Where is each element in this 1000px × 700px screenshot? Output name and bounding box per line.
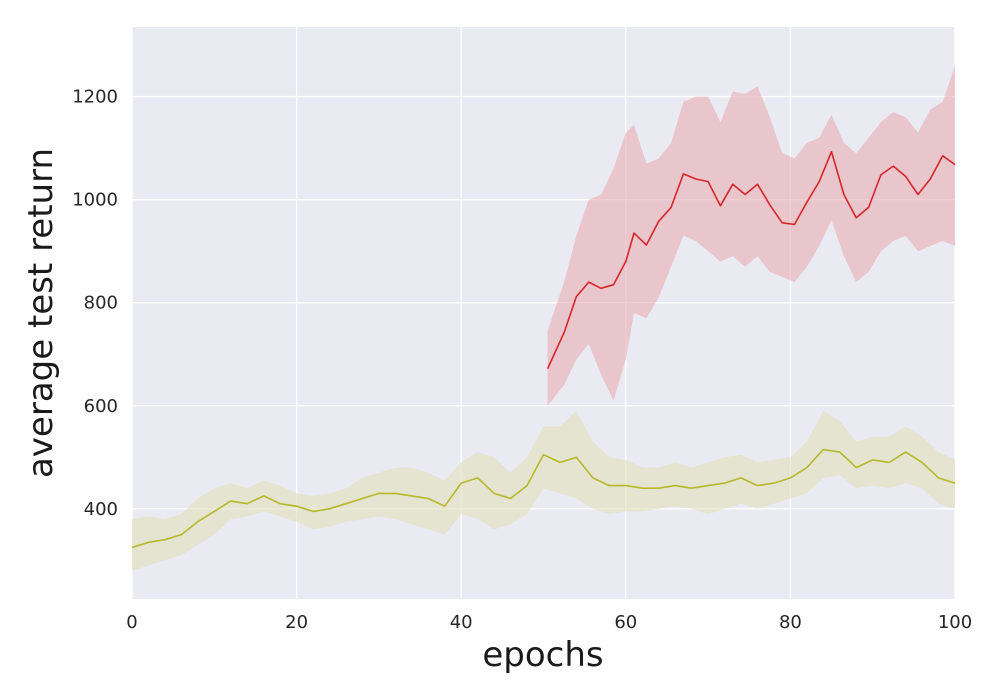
x-axis-label: epochs	[482, 635, 603, 675]
series-2-band	[132, 410, 955, 571]
y-tick-label: 600	[84, 396, 118, 417]
y-tick-labels: 400 600 800 1000 1200	[72, 87, 118, 520]
y-tick-label: 1000	[72, 190, 118, 211]
x-tick-label: 60	[614, 612, 637, 633]
y-tick-label: 1200	[72, 87, 118, 108]
series-1-band	[547, 65, 955, 406]
x-tick-label: 80	[779, 612, 802, 633]
series-2-line	[131, 448, 956, 549]
y-axis-label: average test return	[21, 148, 61, 478]
series-lines	[131, 150, 956, 549]
series-1-line	[546, 150, 956, 370]
x-tick-label: 40	[450, 612, 473, 633]
y-tick-label: 800	[84, 293, 118, 314]
confidence-bands	[132, 65, 955, 571]
x-tick-label: 20	[285, 612, 308, 633]
x-tick-label: 100	[938, 612, 972, 633]
x-tick-label: 0	[126, 612, 137, 633]
x-tick-labels: 0 20 40 60 80 100	[126, 612, 972, 633]
y-tick-label: 400	[84, 499, 118, 520]
